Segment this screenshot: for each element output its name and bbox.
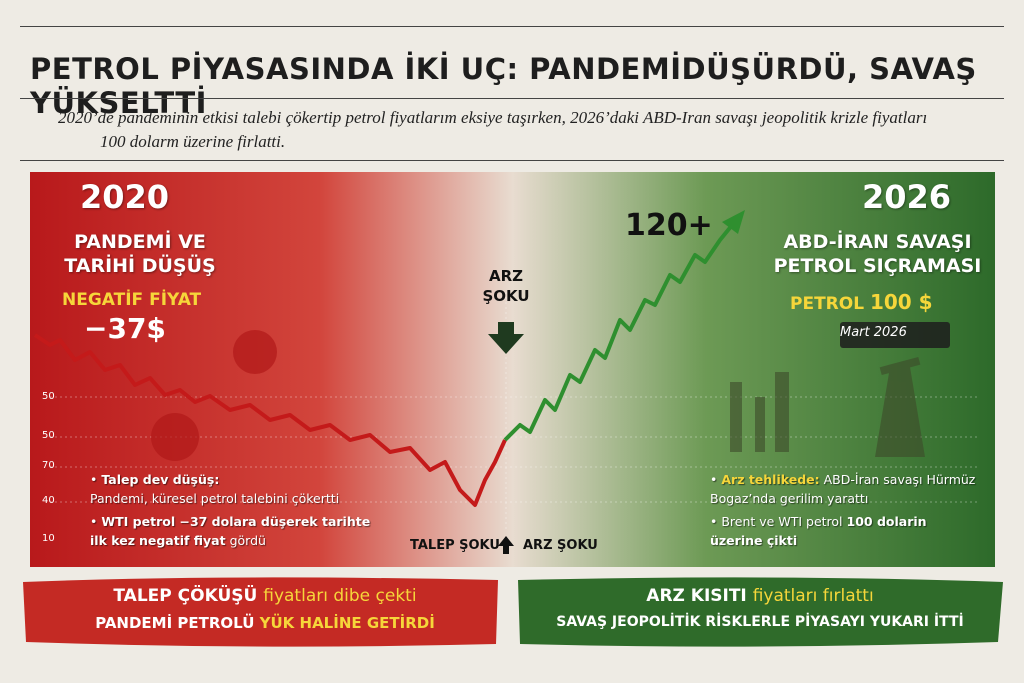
subtitle: 2020’de pandeminin etkisi talebi çökerti… (58, 106, 988, 154)
rise-line (503, 222, 735, 442)
grid (50, 292, 980, 532)
pump-base (875, 367, 925, 457)
peak-label: 120+ (625, 208, 713, 243)
virus (151, 413, 199, 461)
green-stroke (518, 577, 1003, 647)
bullet: • Brent ve WTI petrol 100 dolarin üzerin… (710, 514, 927, 548)
heading: PANDEMİ VE TARİHİ DÜŞÜŞ (40, 230, 240, 278)
tower (730, 382, 742, 452)
bullet-emph: negatif fiyat (138, 533, 226, 548)
demand-shock: TALEP ŞOKU (410, 538, 500, 553)
label-text: PETROL (790, 294, 865, 314)
bullet-text: Brent ve WTI petrol (721, 514, 843, 529)
virus (233, 330, 277, 374)
date-box (840, 322, 950, 348)
refinery (730, 356, 925, 457)
bullets: • Talep dev düşüş: Pandemi, küresel petro… (90, 470, 390, 550)
bullet: • Talep dev düşüş: Pandemi, küresel petro… (90, 472, 340, 506)
bullet-text: ABD-İran savaşı Hürmüz Bogaz’nda gerilim… (710, 472, 976, 506)
heading-line: ABD-İRAN SAVAŞI (783, 231, 972, 253)
year: 2020 (80, 178, 170, 216)
footer-line: SAVAŞ JEOPOLİTİK RİSKLERLE PİYASAYI YUKA… (556, 614, 964, 630)
label: PETROL 100 $ (790, 290, 933, 314)
heading: ABD-İRAN SAVAŞI PETROL SIÇRAMASI (770, 230, 985, 278)
rule (20, 98, 1004, 99)
tower (775, 372, 789, 452)
footer-line: PANDEMİ PETROLÜ YÜK HALİNE GETİRDİ (30, 614, 500, 632)
axis-label: 40 (42, 495, 55, 506)
subtitle-line: 100 dolarm üzerine firlatti. (100, 132, 286, 151)
price: 100 $ (869, 290, 933, 314)
bullet-text: gördü (229, 533, 266, 548)
subtitle-line: 2020’de pandeminin etkisi talebi çökerti… (58, 108, 928, 127)
price: −37$ (84, 312, 166, 345)
up-arrow (498, 536, 514, 554)
footer-line: ARZ KISITI fiyatları fırlattı (520, 586, 1000, 606)
chart-panel (30, 172, 995, 567)
title: PETROL PİYASASINDA İKİ UÇ: PANDEMİDÜŞÜRD… (30, 52, 977, 120)
supply-shock: ARZ ŞOKU (482, 267, 530, 305)
footer-bold: PANDEMİ PETROLÜ (95, 614, 255, 632)
footer-bold: ARZ KISITI (646, 586, 747, 606)
footer-emph: YÜK HALİNE GETİRDİ (259, 614, 435, 632)
down-arrow (488, 322, 524, 354)
bullet-text: Pandemi, küresel petrol talebini çökertt… (90, 491, 340, 506)
axis-label: 70 (42, 460, 55, 471)
heading-line: PETROL SIÇRAMASI (773, 255, 982, 277)
bullet-bold: WTI petrol −37 dolara düşerek tarihte il… (90, 514, 371, 548)
rule (20, 160, 1004, 161)
bullet-emph: 100 dolarin üzerine çikti (710, 514, 927, 548)
footer-bold: TALEP ÇÖKÜŞÜ (113, 586, 258, 606)
footer-strokes (23, 577, 1003, 647)
date: Mart 2026 (840, 325, 907, 340)
bullet: • WTI petrol −37 dolara düşerek tarihte … (90, 514, 371, 548)
bullet: • Arz tehlikede: ABD-İran savaşı Hürmüz … (710, 472, 976, 506)
supply-shock-bottom: ARZ ŞOKU (523, 538, 598, 553)
axis-label: 10 (42, 533, 55, 544)
arrow-head (722, 210, 745, 234)
axis-label: 50 (42, 430, 55, 441)
decline-line (33, 333, 507, 507)
panel-bg (30, 172, 995, 567)
footer-text: fiyatları fırlattı (752, 586, 874, 606)
bullet-bold: Arz tehlikede: (721, 472, 820, 487)
bullet-bold: Talep dev düşüş: (101, 472, 220, 487)
heading-line: PANDEMİ VE (74, 231, 206, 253)
red-stroke (23, 577, 498, 647)
tower (755, 397, 765, 452)
bullets: • Arz tehlikede: ABD-İran savaşı Hürmüz … (710, 470, 980, 550)
footer-line: TALEP ÇÖKÜŞÜ fiyatları dibe çekti (30, 586, 500, 606)
footer-text: fiyatları dibe çekti (263, 586, 417, 606)
label: NEGATİF FİYAT (62, 290, 202, 310)
virus-icons (151, 330, 277, 461)
year: 2026 (862, 178, 952, 216)
heading-line: TARİHİ DÜŞÜŞ (64, 255, 216, 277)
axis-label: 50 (42, 391, 55, 402)
rule (20, 26, 1004, 27)
